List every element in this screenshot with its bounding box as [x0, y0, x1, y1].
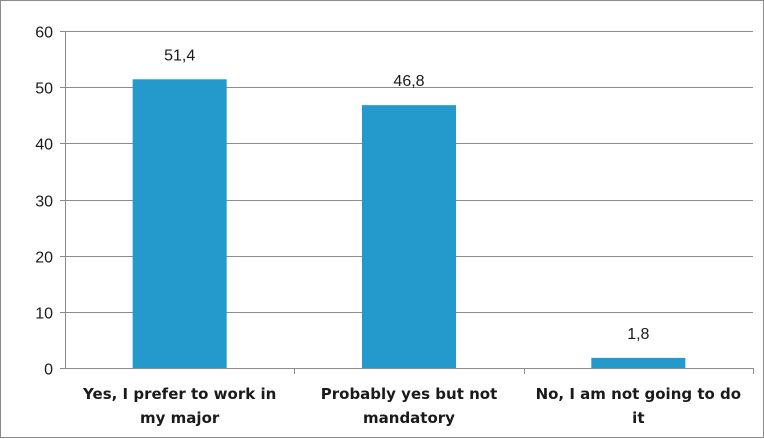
- y-tick-label: 60: [35, 25, 53, 42]
- bar: [132, 79, 227, 368]
- bar: [362, 105, 456, 368]
- y-axis-ticks: 0 10 20 30 40 50 60: [35, 25, 53, 379]
- x-category-label: mandatory: [363, 409, 455, 427]
- x-category-label: it: [632, 409, 644, 427]
- y-tick-label: 50: [35, 81, 53, 98]
- data-label: 51,4: [164, 47, 195, 64]
- data-label: 1,8: [627, 326, 649, 343]
- x-category-label: Yes, I prefer to work in: [82, 385, 276, 403]
- category-labels: Yes, I prefer to work in my major Probably…: [82, 385, 741, 427]
- y-tick-label: 0: [44, 362, 53, 379]
- y-tick-label: 20: [35, 250, 53, 267]
- x-category-label: my major: [140, 409, 220, 427]
- data-label: 46,8: [393, 73, 424, 90]
- bar: [591, 357, 686, 368]
- x-category-label: Probably yes but not: [321, 385, 498, 403]
- x-category-label: No, I am not going to do: [536, 385, 742, 403]
- y-tick-label: 40: [35, 137, 53, 154]
- y-tick-label: 30: [35, 194, 53, 211]
- data-labels: 51,4 46,8 1,8: [164, 47, 649, 343]
- bars: [132, 79, 686, 368]
- y-tick-label: 10: [35, 306, 53, 323]
- axes: [60, 31, 754, 374]
